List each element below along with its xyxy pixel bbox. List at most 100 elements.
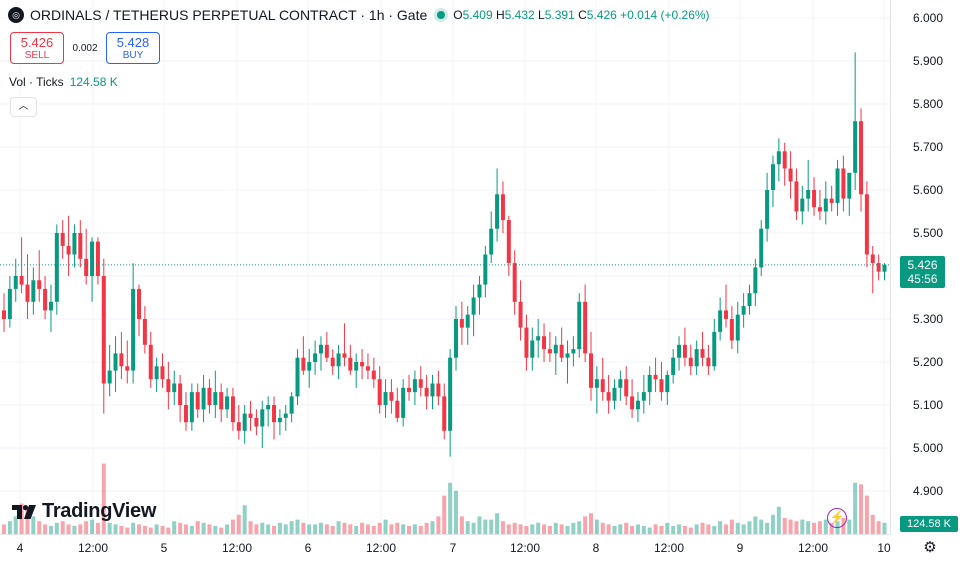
chart-plot-area[interactable] — [0, 0, 890, 534]
candle-body — [131, 288, 136, 371]
volume-bar — [272, 526, 277, 534]
volume-bar — [95, 522, 100, 534]
candle-body — [788, 168, 793, 182]
market-status-icon[interactable] — [437, 11, 446, 19]
volume-bar — [882, 522, 887, 534]
volume-bar — [183, 524, 188, 534]
candle-body — [718, 310, 723, 332]
candle-body — [360, 362, 365, 367]
volume-bar — [412, 524, 417, 534]
time-tick-label: 12:00 — [221, 541, 253, 555]
candle-body — [119, 353, 124, 367]
volume-bar — [13, 516, 18, 534]
candle-body — [506, 220, 511, 264]
candle-body — [800, 198, 805, 212]
volume-bar — [277, 522, 282, 534]
price-tick-label: 5.900 — [912, 54, 943, 68]
candle-body — [635, 400, 640, 410]
volume-bar — [776, 506, 781, 534]
volume-bar — [201, 522, 206, 534]
candle-body — [236, 422, 241, 431]
volume-bar — [712, 526, 717, 534]
volume-bar — [512, 522, 517, 534]
candle-body — [37, 280, 42, 289]
candle-body — [283, 413, 288, 418]
chart-legend: ◎ ORDINALS / TETHERUS PERPETUAL CONTRACT… — [8, 7, 710, 23]
candle-body — [565, 353, 570, 358]
volume-bar — [66, 524, 71, 534]
volume-bar — [242, 505, 247, 534]
volume-bar — [477, 516, 482, 534]
gear-icon[interactable]: ⚙ — [923, 539, 937, 556]
candle-body — [365, 366, 370, 371]
candle-body — [547, 349, 552, 354]
candle-body — [682, 344, 687, 358]
candle-body — [430, 383, 435, 397]
time-axis[interactable]: 4 12:00 5 12:00 6 12:00 7 12:00 8 12:00 9 12:00 10 — [0, 534, 891, 561]
volume-bar — [571, 522, 576, 534]
volume-bar — [700, 522, 705, 534]
ohlc-change: +0.014 (+0.26%) — [620, 8, 710, 22]
volume-bar — [753, 516, 758, 534]
volume-bar — [600, 522, 605, 534]
volume-bar — [782, 518, 787, 534]
volume-bar — [624, 522, 629, 534]
candle-body — [213, 392, 218, 405]
candle-body — [606, 392, 611, 401]
volume-bar — [307, 524, 312, 534]
volume-bar — [876, 521, 881, 534]
candle-body — [172, 383, 177, 393]
volume-legend[interactable]: Vol · Ticks 124.58 K — [9, 75, 118, 89]
coin-icon[interactable]: ◎ — [8, 7, 24, 23]
volume-bar — [635, 524, 640, 534]
candle-body — [436, 383, 441, 397]
volume-bar — [260, 522, 265, 534]
volume-bar — [606, 524, 611, 534]
volume-bar — [101, 463, 106, 534]
volume-bar — [213, 526, 218, 534]
volume-bar — [694, 524, 699, 534]
volume-bar — [230, 519, 235, 534]
price-tick-label: 5.700 — [912, 140, 943, 154]
volume-bar — [770, 514, 775, 534]
candlestick-chart[interactable] — [0, 0, 890, 534]
volume-bar — [148, 527, 153, 534]
volume-bar — [448, 482, 453, 534]
candle-body — [835, 168, 840, 203]
tradingview-logo[interactable]: TradingView — [12, 500, 156, 523]
volume-bar — [172, 521, 177, 534]
candle-body — [13, 276, 18, 289]
sell-button[interactable]: 5.426 SELL — [10, 32, 64, 64]
candle-body — [453, 319, 458, 358]
candle-body — [354, 362, 359, 371]
candle-body — [741, 306, 746, 315]
candle-body — [477, 284, 482, 298]
time-tick-label: 8 — [592, 541, 600, 555]
candle-body — [307, 362, 312, 371]
chevron-up-icon[interactable]: ︿ — [10, 97, 37, 117]
candle-body — [729, 319, 734, 341]
volume-bar — [360, 522, 365, 534]
volume-bar — [154, 524, 159, 534]
time-tick-label: 4 — [16, 541, 24, 555]
candle-body — [735, 314, 740, 341]
volume-bar — [342, 522, 347, 534]
volume-bar — [207, 524, 212, 534]
symbol-title[interactable]: ORDINALS / TETHERUS PERPETUAL CONTRACT ·… — [30, 7, 428, 23]
volume-bar — [125, 527, 130, 534]
candle-body — [624, 379, 629, 397]
candle-body — [694, 349, 699, 367]
lightning-icon[interactable]: ⚡ — [827, 508, 847, 528]
candle-body — [618, 379, 623, 388]
volume-bar — [48, 526, 53, 534]
candle-body — [72, 233, 77, 255]
volume-label: Vol · Ticks — [9, 75, 64, 89]
candle-body — [142, 319, 147, 345]
time-tick-label: 12:00 — [797, 541, 829, 555]
candle-body — [348, 357, 353, 371]
candle-body — [401, 387, 406, 418]
candle-body — [154, 366, 159, 380]
buy-button[interactable]: 5.428 BUY — [106, 32, 160, 64]
candle-body — [148, 344, 153, 380]
volume-bar — [641, 526, 646, 534]
